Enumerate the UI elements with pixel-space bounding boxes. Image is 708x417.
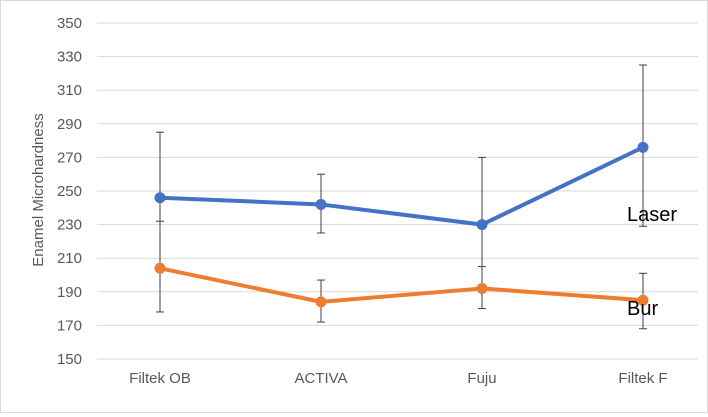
series-line-bur [158,266,645,304]
x-tick-label: Filtek F [618,370,667,387]
data-point-bur [637,294,649,306]
x-tick-label: ACTIVA [294,370,347,387]
y-tick-label: 250 [57,183,82,200]
y-tick-label: 230 [57,217,82,234]
y-axis-title: Enamel Microhardness [30,113,47,266]
data-point-laser [315,198,327,210]
series-label-laser: Laser [627,204,677,226]
x-tick-label: Filtek OB [129,370,191,387]
y-tick-label: 170 [57,317,82,334]
x-tick-label: Fuju [467,370,496,387]
data-point-laser [476,219,488,231]
data-point-bur [315,296,327,308]
y-tick-label: 290 [57,116,82,133]
y-tick-label: 210 [57,250,82,267]
data-point-laser [637,141,649,153]
data-point-bur [476,282,488,294]
y-tick-label: 190 [57,284,82,301]
y-tick-label: 330 [57,49,82,66]
series-line-laser [158,145,645,227]
y-tick-label: 350 [57,15,82,32]
y-tick-label: 150 [57,351,82,368]
y-tick-label: 270 [57,149,82,166]
series-label-bur: Bur [627,298,658,320]
data-point-laser [154,192,166,204]
data-point-bur [154,262,166,274]
y-tick-label: 310 [57,82,82,99]
